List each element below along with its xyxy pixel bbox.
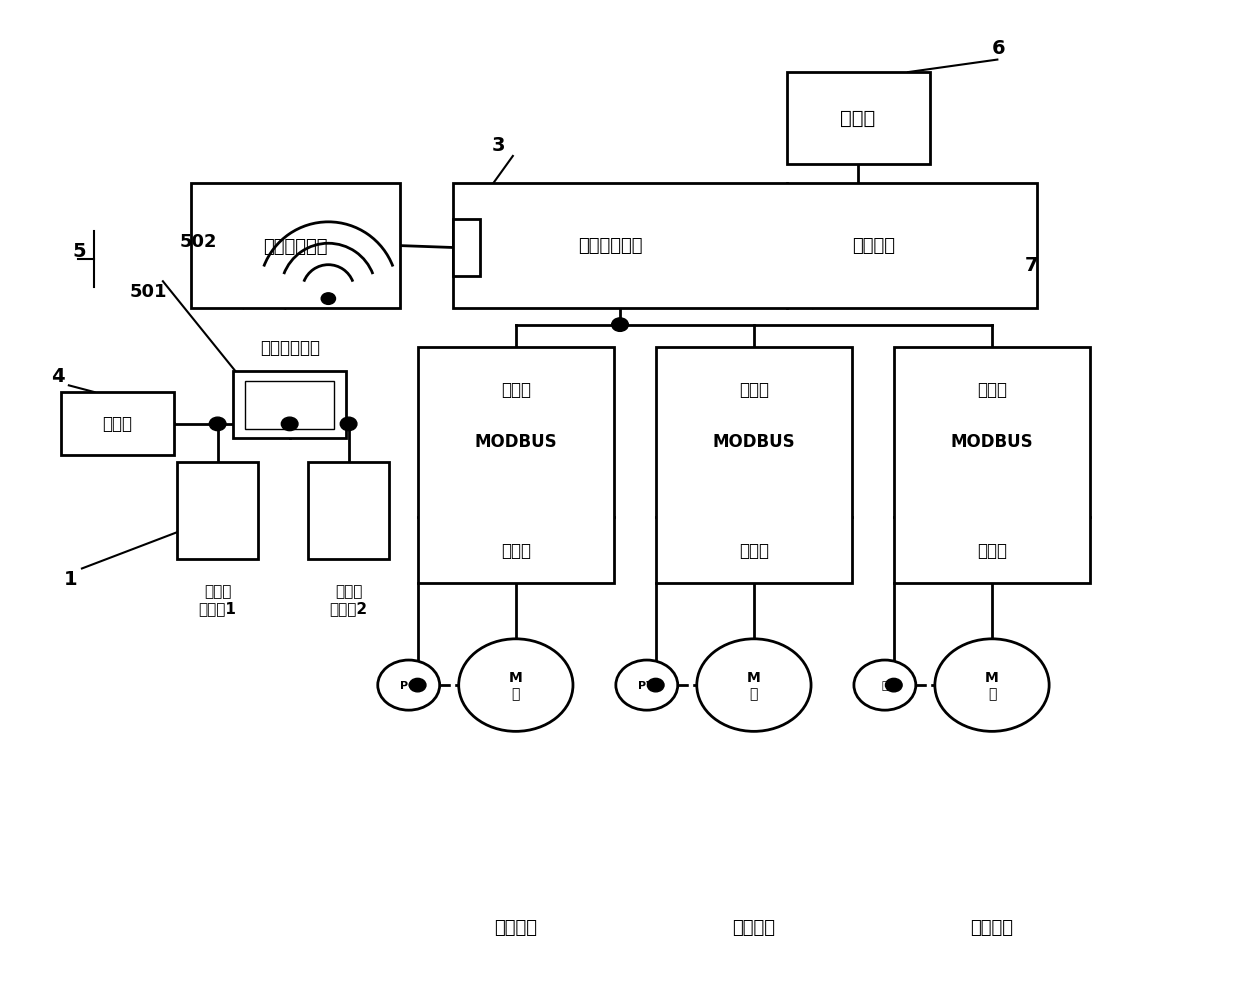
Text: 通讯模块: 通讯模块 xyxy=(852,237,895,255)
Bar xyxy=(454,220,480,277)
Bar xyxy=(233,371,346,439)
Circle shape xyxy=(854,660,916,710)
Text: 6: 6 xyxy=(992,39,1006,58)
Text: 变频器: 变频器 xyxy=(739,381,769,399)
Bar xyxy=(656,347,852,584)
Bar xyxy=(454,184,1037,309)
Text: PV: PV xyxy=(639,680,655,690)
Bar xyxy=(177,463,258,560)
Text: MODBUS: MODBUS xyxy=(713,433,795,450)
Circle shape xyxy=(409,679,427,692)
Text: 通讯卡: 通讯卡 xyxy=(739,542,769,560)
Bar xyxy=(308,463,389,560)
Text: 行走电机: 行走电机 xyxy=(733,918,775,936)
Text: MODBUS: MODBUS xyxy=(951,433,1033,450)
Text: 锂电池: 锂电池 xyxy=(102,415,131,433)
Bar xyxy=(246,381,335,429)
Circle shape xyxy=(321,294,336,305)
Text: 可编程控制器: 可编程控制器 xyxy=(578,237,642,255)
Text: 触摸屏: 触摸屏 xyxy=(841,109,875,128)
Text: MODBUS: MODBUS xyxy=(475,433,557,450)
Text: 变频器: 变频器 xyxy=(977,381,1007,399)
Bar xyxy=(61,393,174,455)
Bar xyxy=(894,347,1090,584)
Text: 推丝电机: 推丝电机 xyxy=(495,918,537,936)
Circle shape xyxy=(885,679,903,692)
Text: 网: 网 xyxy=(882,680,888,690)
Text: 无线接收模块: 无线接收模块 xyxy=(263,238,327,256)
Text: 通讯卡: 通讯卡 xyxy=(501,542,531,560)
Text: 7: 7 xyxy=(1024,256,1038,275)
Text: PG: PG xyxy=(401,680,418,690)
Bar xyxy=(786,73,930,164)
Text: 销轴式
传感器1: 销轴式 传感器1 xyxy=(198,584,237,616)
Circle shape xyxy=(616,660,678,710)
Text: 5: 5 xyxy=(72,242,86,261)
Bar xyxy=(191,184,399,309)
Circle shape xyxy=(210,417,226,431)
Text: 502: 502 xyxy=(180,233,217,251)
Circle shape xyxy=(697,639,811,731)
Text: 牵引电机: 牵引电机 xyxy=(971,918,1013,936)
Text: M
矢: M 矢 xyxy=(746,670,761,700)
Circle shape xyxy=(611,319,629,332)
Text: M
矢: M 矢 xyxy=(508,670,523,700)
Text: 通讯卡: 通讯卡 xyxy=(977,542,1007,560)
Circle shape xyxy=(340,417,357,431)
Circle shape xyxy=(459,639,573,731)
Text: 501: 501 xyxy=(129,283,167,301)
Circle shape xyxy=(281,417,298,431)
Text: 变频器: 变频器 xyxy=(501,381,531,399)
Text: 3: 3 xyxy=(491,135,505,154)
Text: 无线发射模块: 无线发射模块 xyxy=(260,338,320,356)
Circle shape xyxy=(935,639,1049,731)
Text: 4: 4 xyxy=(51,367,64,386)
Text: 销轴式
传感器2: 销轴式 传感器2 xyxy=(330,584,367,616)
Circle shape xyxy=(378,660,440,710)
Text: M
矢: M 矢 xyxy=(985,670,999,700)
Circle shape xyxy=(647,679,665,692)
Bar xyxy=(418,347,614,584)
Text: 1: 1 xyxy=(64,569,78,588)
